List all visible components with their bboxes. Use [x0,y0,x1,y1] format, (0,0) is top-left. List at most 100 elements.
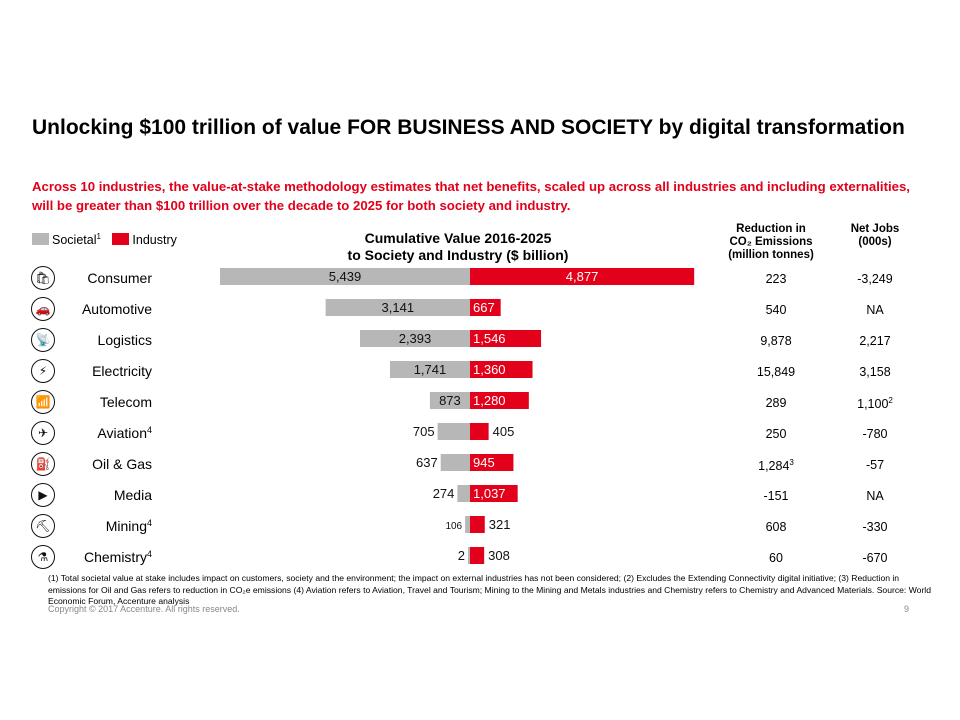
jobs-footnote-marker: 2 [888,396,893,405]
co2-header-line1: Reduction in [736,223,806,235]
societal-data-label: 274 [433,486,455,501]
co2-value: 223 [765,272,787,286]
jobs-value: NA [866,489,884,503]
societal-data-label: 5,439 [329,269,362,284]
industry-data-label: 1,360 [473,362,506,377]
societal-data-label: 873 [439,393,461,408]
industry-row: 📶 Telecom 289 1,1002 [0,388,960,419]
co2-value: 15,849 [756,365,796,379]
industry-data-label: 405 [493,424,515,439]
co2-header-line2: CO₂ Emissions [729,236,813,248]
satellite-icon: 📡 [31,328,55,352]
jobs-value: -57 [865,458,885,472]
industry-data-label: 308 [488,548,510,563]
jobs-value: 1,1002 [857,396,893,412]
jobs-header-line2: (000s) [858,236,892,248]
shopping-bag-icon: 🛍 [31,266,55,290]
industry-data-label: 945 [473,455,495,470]
slide-title: Unlocking $100 trillion of value FOR BUS… [32,116,905,139]
footnote: (1) Total societal value at stake includ… [48,573,931,606]
industry-bar [470,547,485,564]
societal-bar [468,547,470,564]
chart-title: Cumulative Value 2016-2025 to Society and… [330,230,586,264]
societal-bar [220,268,470,285]
jobs-value: -3,249 [857,272,893,286]
jobs-column-header: Net Jobs (000s) [835,223,915,249]
co2-value: 608 [765,520,787,534]
co2-value: 540 [765,303,787,317]
societal-data-label: 637 [416,455,438,470]
jobs-value: 3,158 [859,365,891,379]
industry-label: Chemistry4 [60,549,152,565]
flask-icon: ⚗ [31,545,55,569]
industry-name: Electricity [92,363,152,379]
satellite-dish-icon: 📶 [31,390,55,414]
industry-row: ⚗ Chemistry4 60 -670 [0,543,960,574]
copyright: Copyright © 2017 Accenture. All rights r… [48,604,240,614]
industry-name: Aviation [97,425,147,441]
legend-label-societal: Societal [52,233,97,248]
industry-label: Media [60,487,152,503]
industry-bar [470,485,518,502]
car-icon: 🚗 [31,297,55,321]
legend-label-societal-footnote: 1 [96,232,101,241]
industry-bar [470,361,533,378]
industry-footnote-marker: 4 [146,549,152,559]
industry-label: Automotive [60,301,152,317]
societal-data-label: 705 [413,424,435,439]
industry-row: ⛏ Mining4 608 -330 [0,512,960,543]
industry-name: Automotive [81,301,152,317]
mine-cart-icon: ⛏ [31,514,55,538]
legend-item-societal: Societal1 [32,232,104,248]
chart-title-line-1: Cumulative Value 2016-2025 [364,230,552,246]
societal-bar [360,330,470,347]
industry-label: Consumer [60,270,152,286]
societal-data-label: 1,741 [414,362,447,377]
industry-label: Aviation4 [60,425,152,441]
societal-bar [389,361,470,378]
co2-value: 60 [769,551,783,565]
industry-label: Mining4 [60,518,152,534]
chart-legend: Societal1 Industry [32,232,185,247]
societal-bar [429,392,470,409]
page-number: 9 [904,604,910,614]
industry-bar [470,392,529,409]
industry-row: ✈ Aviation4 250 -780 [0,419,960,450]
jobs-header-line1: Net Jobs [850,223,900,235]
jobs-value: 2,217 [859,334,891,348]
industry-data-label: 321 [489,517,511,532]
industry-name: Consumer [87,270,152,286]
legend-label-industry: Industry [132,233,177,248]
industry-bar [470,423,489,440]
societal-bar [437,423,470,440]
industry-name: Oil & Gas [92,456,152,472]
slide-subtitle: Across 10 industries, the value-at-stake… [32,179,910,213]
legend-swatch-industry [112,233,130,246]
societal-data-label: 2 [458,548,465,563]
co2-value: -151 [763,489,789,503]
industry-name: Logistics [97,332,152,348]
co2-value: 250 [765,427,787,441]
co2-value: 1,2843 [758,458,794,474]
co2-header-line3: (million tonnes) [728,249,814,261]
societal-data-label: 2,393 [399,331,432,346]
industry-bar [470,516,485,533]
media-player-icon: ▶ [31,483,55,507]
jobs-value: -670 [862,551,888,565]
jobs-value: -330 [862,520,888,534]
industry-data-label: 1,037 [473,486,506,501]
societal-bar [465,516,470,533]
industry-bar [470,330,542,347]
industry-data-label: 1,280 [473,393,506,408]
legend-swatch-societal [32,233,49,246]
industry-name: Telecom [99,394,152,410]
societal-data-label: 3,141 [382,300,415,315]
industry-row: ⚡ Electricity 15,849 3,158 [0,357,960,388]
industry-data-label: 1,546 [473,331,506,346]
societal-data-label: 106 [445,521,462,532]
lightning-icon: ⚡ [31,359,55,383]
fuel-pump-icon: ⛽ [31,452,55,476]
industry-data-label: 4,877 [566,269,599,284]
chart-title-line-2: to Society and Industry ($ billion) [347,247,569,263]
co2-column-header: Reduction in CO₂ Emissions (million tonn… [716,223,826,262]
